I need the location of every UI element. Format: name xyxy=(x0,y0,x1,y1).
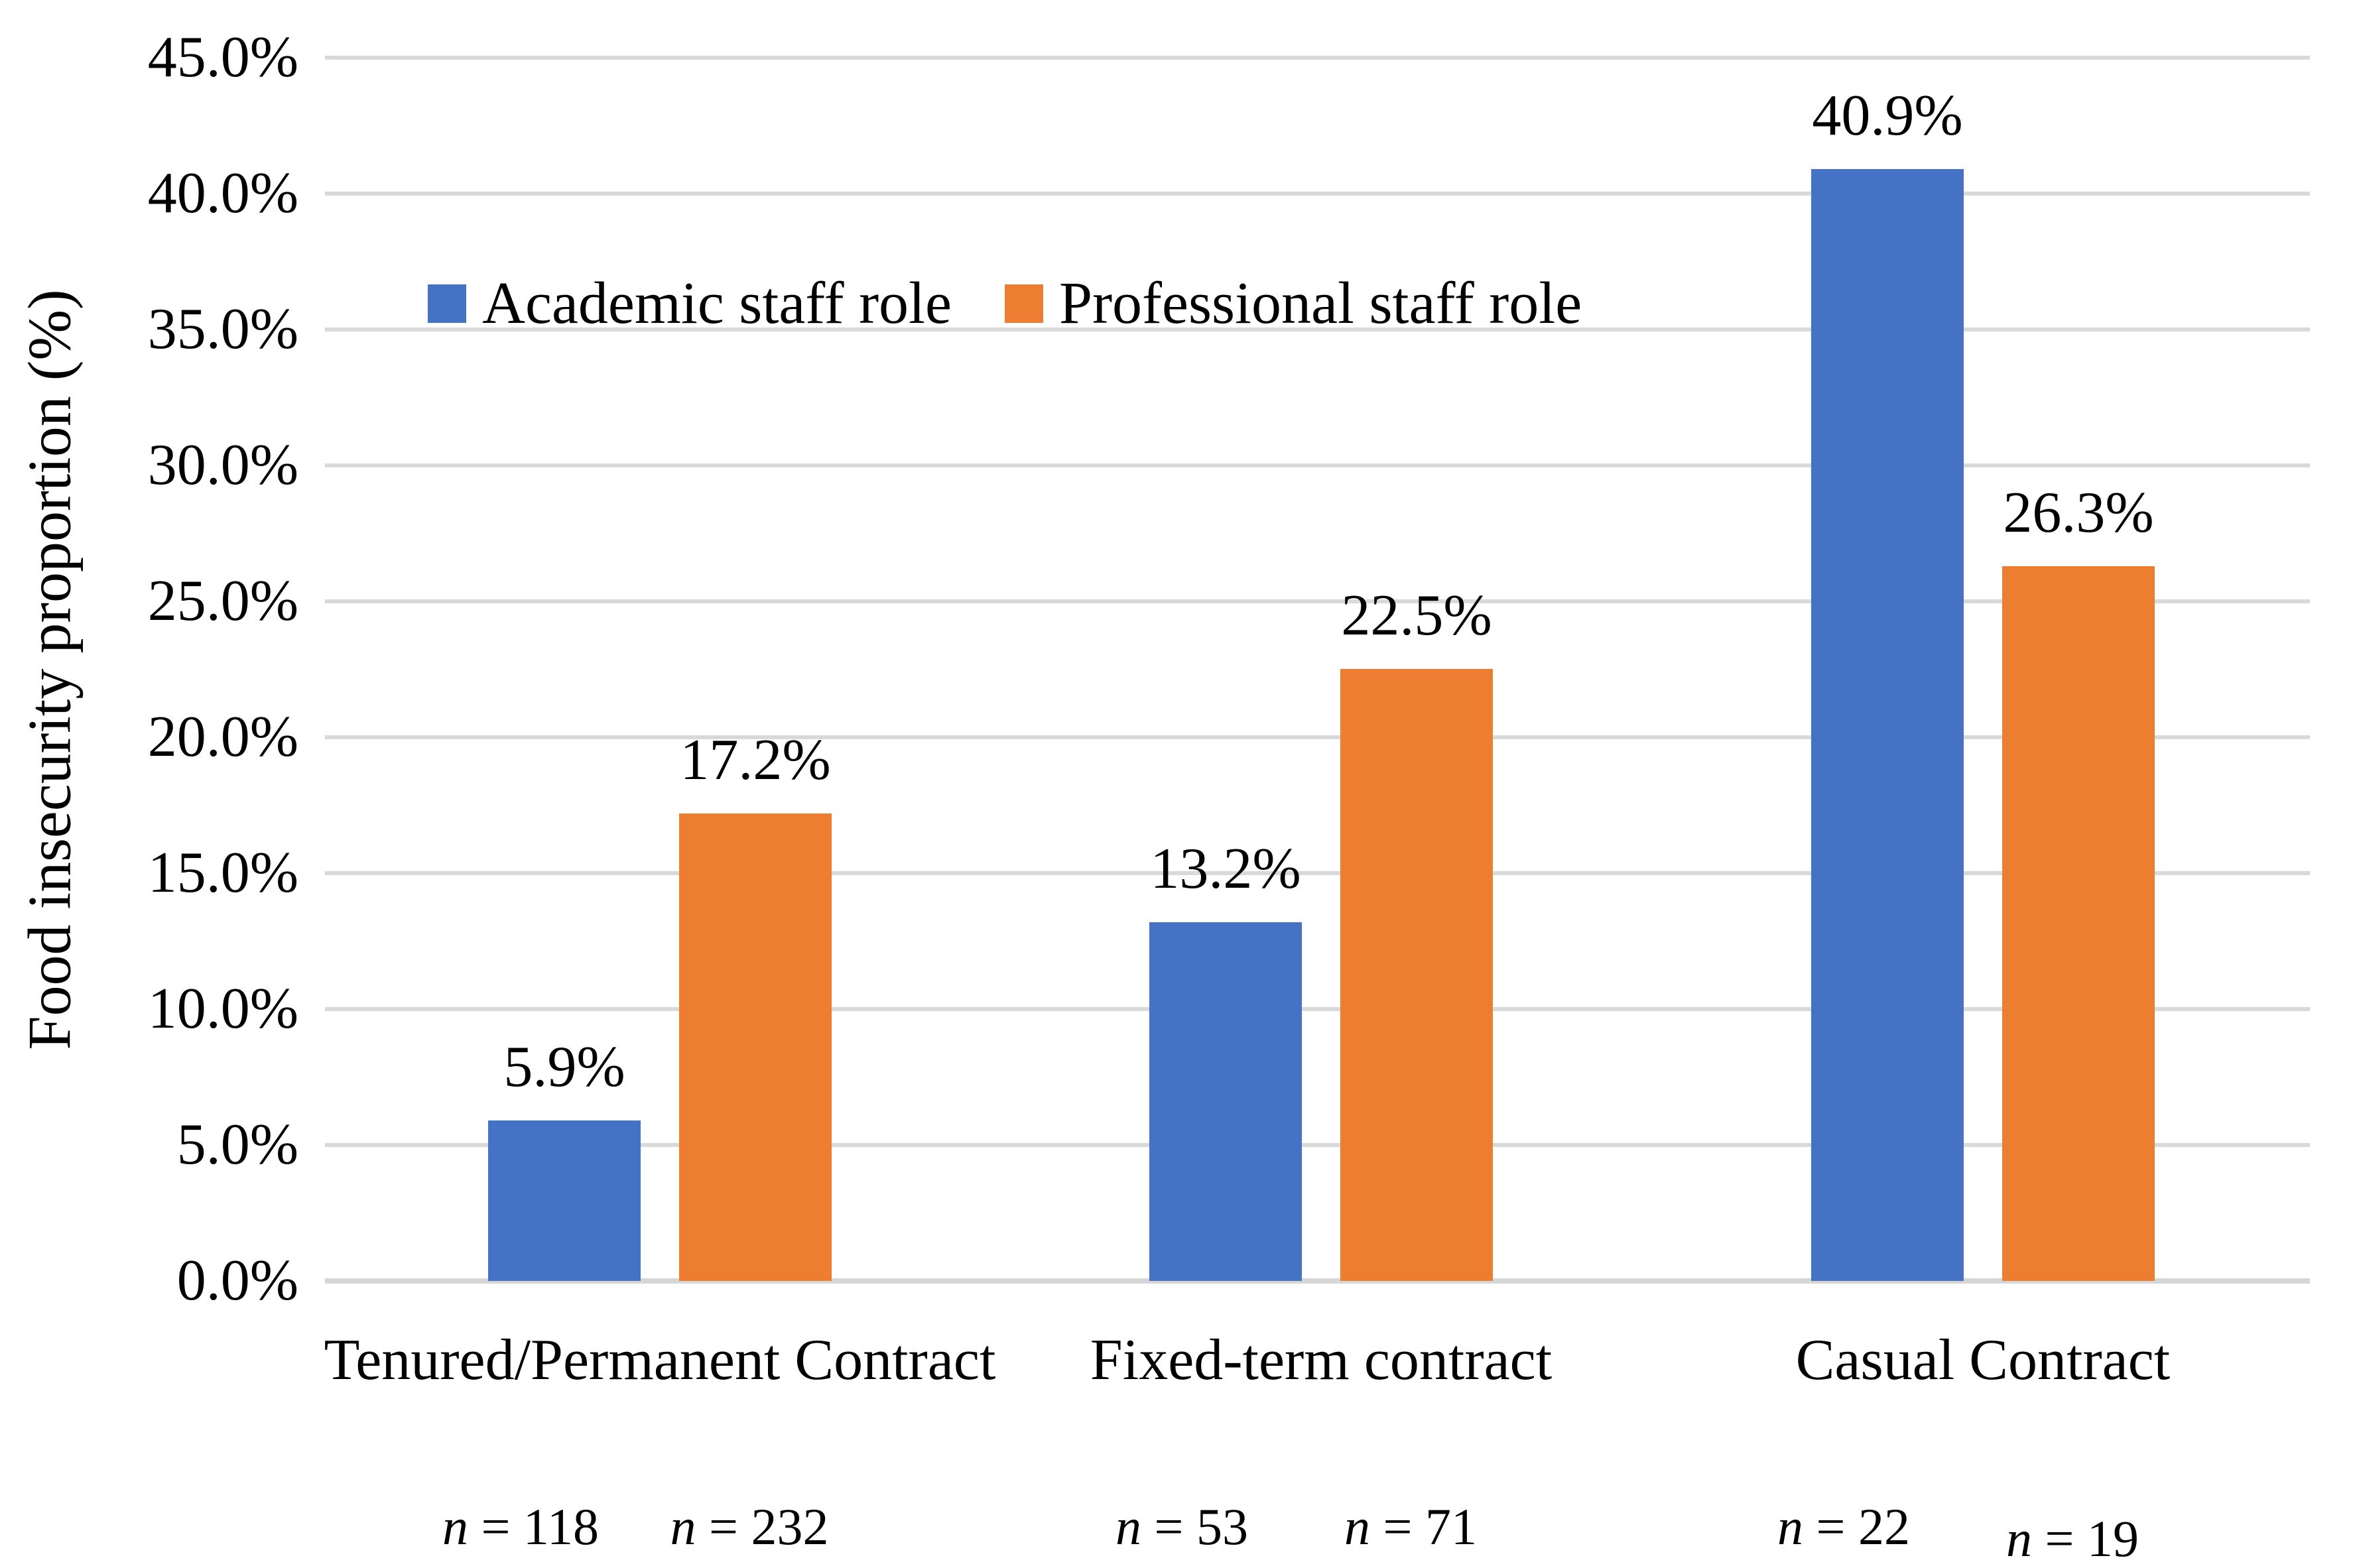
data-label: 40.9% xyxy=(1812,84,1963,148)
legend-entry: Academic staff role xyxy=(428,271,952,337)
y-tick-label: 15.0% xyxy=(147,841,298,905)
x-category-label: Tenured/Permanent Contract xyxy=(324,1328,996,1392)
legend-swatch-icon xyxy=(428,284,466,323)
gridline xyxy=(325,1007,2310,1011)
bar-professional-2 xyxy=(1340,669,1493,1281)
y-axis-title-container: Food insecurity proportion (%) xyxy=(0,58,99,1281)
sample-size-label: n = 118 xyxy=(442,1498,600,1555)
data-label: 26.3% xyxy=(2003,481,2154,545)
bar-professional-1 xyxy=(679,814,832,1281)
sample-size-label: n = 19 xyxy=(2006,1510,2139,1567)
gridline xyxy=(325,328,2310,332)
bar-professional-3 xyxy=(2002,566,2155,1281)
y-tick-label: 45.0% xyxy=(147,25,298,90)
sample-size-label: n = 71 xyxy=(1344,1498,1477,1555)
y-tick-label: 40.0% xyxy=(147,161,298,225)
legend-entry: Professional staff role xyxy=(1005,271,1582,337)
data-label: 22.5% xyxy=(1341,583,1492,648)
y-tick-label: 0.0% xyxy=(176,1248,298,1313)
gridline xyxy=(325,599,2310,603)
y-tick-label: 10.0% xyxy=(147,977,298,1041)
sample-size-label: n = 22 xyxy=(1777,1498,1910,1555)
gridline xyxy=(325,1143,2310,1147)
y-tick-label: 30.0% xyxy=(147,433,298,497)
gridline xyxy=(325,192,2310,196)
data-label: 5.9% xyxy=(503,1035,625,1099)
bar-academic-2 xyxy=(1149,922,1302,1281)
data-label: 13.2% xyxy=(1150,837,1301,901)
bar-academic-3 xyxy=(1811,169,1964,1281)
y-tick-label: 5.0% xyxy=(176,1113,298,1177)
data-label: 17.2% xyxy=(680,728,831,792)
gridline xyxy=(325,871,2310,875)
x-category-label: Casual Contract xyxy=(1795,1328,2171,1392)
legend-label: Academic staff role xyxy=(482,271,952,336)
legend: Academic staff role Professional staff ro… xyxy=(428,271,1582,337)
gridline xyxy=(325,56,2310,60)
gridline xyxy=(325,735,2310,739)
y-tick-label: 20.0% xyxy=(147,705,298,769)
x-category-label: Fixed-term contract xyxy=(1090,1328,1553,1392)
y-tick-label: 25.0% xyxy=(147,569,298,633)
legend-swatch-icon xyxy=(1005,284,1044,323)
legend-label: Professional staff role xyxy=(1059,271,1582,336)
gridline xyxy=(325,463,2310,467)
x-axis-line xyxy=(325,1278,2310,1284)
bar-academic-1 xyxy=(488,1120,641,1281)
y-tick-label: 35.0% xyxy=(147,297,298,361)
sample-size-label: n = 232 xyxy=(670,1498,829,1555)
y-axis-title: Food insecurity proportion (%) xyxy=(16,288,84,1050)
sample-size-label: n = 53 xyxy=(1115,1498,1248,1555)
